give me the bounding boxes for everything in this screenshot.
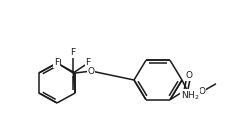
Text: O: O <box>199 87 206 96</box>
Text: F: F <box>71 48 76 57</box>
Text: NH$_2$: NH$_2$ <box>181 90 199 102</box>
Text: F: F <box>55 59 60 67</box>
Text: O: O <box>88 67 95 75</box>
Text: N: N <box>54 59 60 67</box>
Text: F: F <box>86 59 91 67</box>
Text: O: O <box>185 71 192 80</box>
